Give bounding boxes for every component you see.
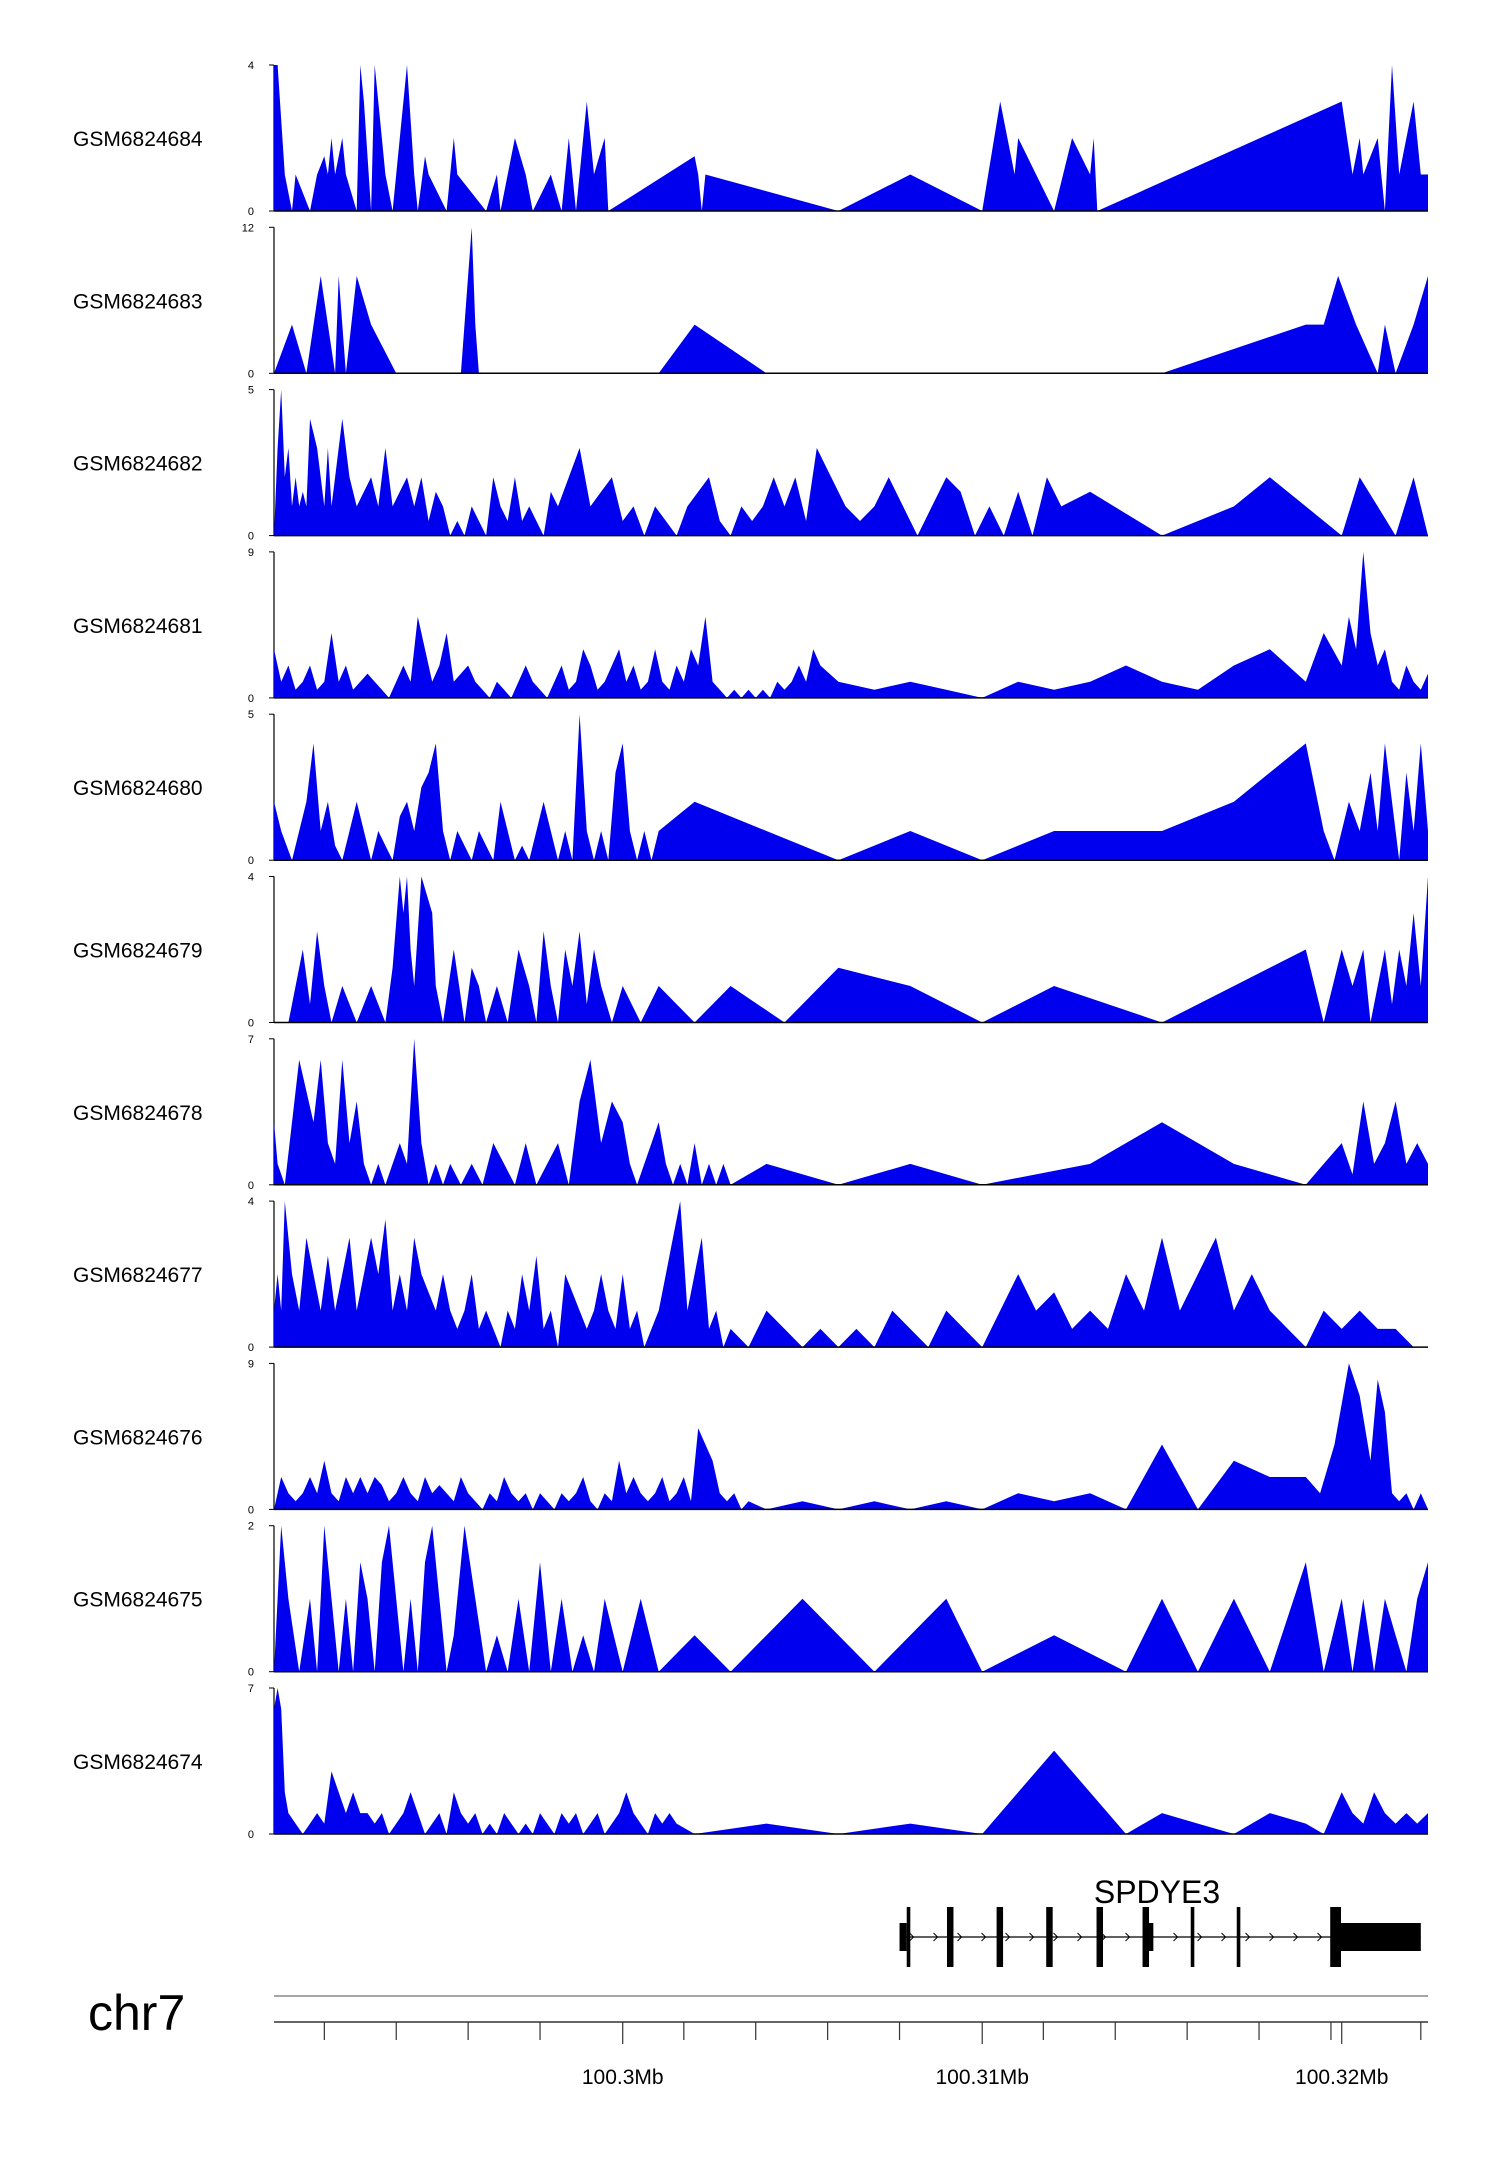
track-GSM6824674: 7 0 GSM6824674: [73, 1683, 1428, 1841]
strand-chevron: [909, 1932, 915, 1942]
track-ymin-label: 0: [248, 1342, 254, 1354]
track-sample-label: GSM6824679: [73, 940, 203, 963]
tracks-layer: 4 0 GSM6824684 12 0 GSM6824683 5 0 GSM6824682 9 0 G…: [73, 60, 1428, 1841]
gene-name-label: SPDYE3: [1094, 1874, 1220, 1910]
track-ymin-label: 0: [248, 368, 254, 380]
strand-chevron: [1077, 1932, 1083, 1942]
gene-exon-cds: [1236, 1907, 1241, 1967]
track-ymin-label: 0: [248, 1180, 254, 1192]
gene-exon-cds: [1330, 1907, 1342, 1967]
strand-chevron: [957, 1932, 963, 1942]
track-sample-label: GSM6824675: [73, 1589, 203, 1612]
track-ymax-label: 2: [248, 1521, 254, 1533]
strand-chevron: [1029, 1932, 1035, 1942]
coverage-area: [274, 1038, 1428, 1185]
coverage-area: [274, 551, 1428, 698]
strand-chevron: [1197, 1932, 1203, 1942]
track-ymax-label: 7: [248, 1034, 254, 1046]
track-GSM6824676: 9 0 GSM6824676: [73, 1358, 1428, 1516]
gene-exon-utr: [1341, 1923, 1421, 1951]
strand-chevron: [1221, 1932, 1227, 1942]
coverage-area: [274, 876, 1428, 1023]
track-GSM6824677: 4 0 GSM6824677: [73, 1196, 1428, 1354]
track-ymax-label: 4: [248, 1196, 254, 1208]
track-GSM6824684: 4 0 GSM6824684: [73, 60, 1428, 218]
chromosome-label: chr7: [88, 1985, 185, 2041]
genome-axis: chr7 100.3Mb 100.31Mb 100.32Mb: [88, 1985, 1428, 2089]
strand-chevron: [1125, 1932, 1131, 1942]
track-sample-label: GSM6824683: [73, 290, 203, 313]
strand-chevron: [1053, 1932, 1059, 1942]
gene-exon-utr: [899, 1923, 907, 1951]
track-ymax-label: 4: [248, 872, 254, 884]
gene-model: SPDYE3: [899, 1874, 1421, 1967]
track-sample-label: GSM6824674: [73, 1751, 203, 1774]
track-ymin-label: 0: [248, 206, 254, 218]
track-ymax-label: 12: [242, 222, 254, 234]
coverage-area: [274, 1525, 1428, 1672]
strand-chevron: [1173, 1932, 1179, 1942]
track-ymax-label: 9: [248, 1358, 254, 1370]
strand-chevron: [1293, 1932, 1299, 1942]
track-sample-label: GSM6824681: [73, 615, 203, 638]
gene-exon-utr: [1149, 1923, 1154, 1951]
strand-chevron: [1269, 1932, 1275, 1942]
coverage-area: [274, 714, 1428, 861]
track-ymax-label: 7: [248, 1683, 254, 1695]
gene-exon-cds: [1096, 1907, 1104, 1967]
track-sample-label: GSM6824680: [73, 777, 203, 800]
track-sample-label: GSM6824684: [73, 128, 203, 151]
track-sample-label: GSM6824677: [73, 1264, 203, 1287]
track-GSM6824680: 5 0 GSM6824680: [73, 709, 1428, 867]
track-GSM6824683: 12 0 GSM6824683: [73, 222, 1428, 380]
strand-chevron: [1005, 1932, 1011, 1942]
track-GSM6824675: 2 0 GSM6824675: [73, 1521, 1428, 1679]
strand-chevron: [933, 1932, 939, 1942]
track-sample-label: GSM6824682: [73, 453, 203, 476]
track-ymin-label: 0: [248, 1504, 254, 1516]
track-GSM6824681: 9 0 GSM6824681: [73, 547, 1428, 705]
axis-position-label: 100.31Mb: [936, 2066, 1029, 2089]
gene-exon-cds: [906, 1907, 911, 1967]
coverage-area: [274, 1363, 1428, 1510]
coverage-area: [274, 227, 1428, 374]
track-sample-label: GSM6824676: [73, 1426, 203, 1449]
strand-chevron: [1245, 1932, 1251, 1942]
track-GSM6824682: 5 0 GSM6824682: [73, 385, 1428, 543]
track-ymax-label: 5: [248, 709, 254, 721]
gene-exon-cds: [1142, 1907, 1150, 1967]
strand-chevron: [1317, 1932, 1323, 1942]
track-ymin-label: 0: [248, 1018, 254, 1030]
track-sample-label: GSM6824678: [73, 1102, 203, 1125]
coverage-area: [274, 389, 1428, 536]
track-GSM6824678: 7 0 GSM6824678: [73, 1034, 1428, 1192]
track-ymin-label: 0: [248, 1667, 254, 1679]
track-ymin-label: 0: [248, 1829, 254, 1841]
axis-position-label: 100.3Mb: [582, 2066, 664, 2089]
coverage-area: [274, 65, 1428, 211]
track-GSM6824679: 4 0 GSM6824679: [73, 872, 1428, 1030]
gene-exon-cds: [946, 1907, 954, 1967]
track-ymin-label: 0: [248, 855, 254, 867]
coverage-area: [274, 1201, 1414, 1348]
gene-exon-cds: [1046, 1907, 1053, 1967]
track-ymax-label: 5: [248, 385, 254, 397]
track-ymin-label: 0: [248, 693, 254, 705]
gene-exon-cds: [1190, 1907, 1195, 1967]
coverage-area: [274, 1688, 1428, 1834]
axis-position-label: 100.32Mb: [1295, 2066, 1388, 2089]
track-ymax-label: 4: [248, 60, 254, 72]
gene-exon-cds: [996, 1907, 1004, 1967]
track-ymin-label: 0: [248, 531, 254, 543]
track-ymax-label: 9: [248, 547, 254, 559]
strand-chevron: [981, 1932, 987, 1942]
